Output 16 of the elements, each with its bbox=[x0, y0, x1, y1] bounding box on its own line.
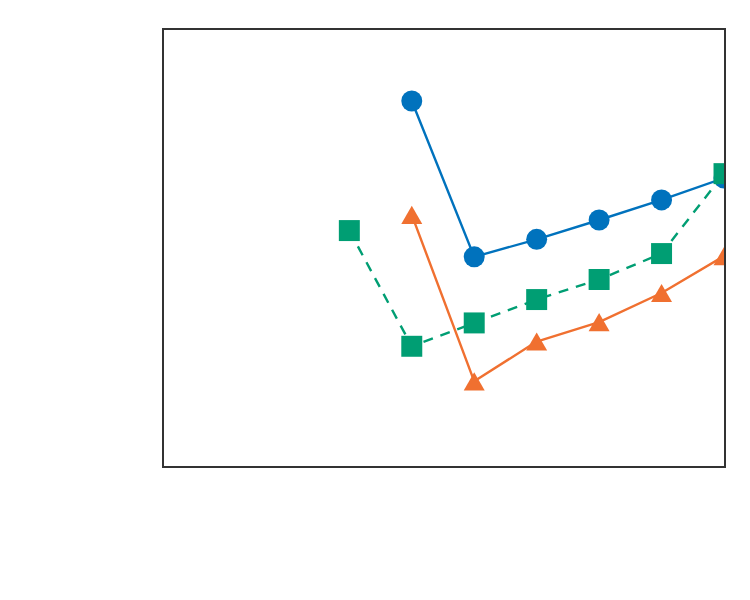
point bbox=[401, 335, 423, 357]
point bbox=[526, 228, 548, 250]
point bbox=[588, 269, 610, 290]
point bbox=[463, 246, 485, 268]
point bbox=[651, 189, 673, 211]
point bbox=[651, 283, 673, 303]
point bbox=[401, 205, 423, 224]
point bbox=[526, 289, 548, 311]
point bbox=[463, 312, 485, 334]
point bbox=[338, 220, 360, 242]
point bbox=[401, 90, 423, 112]
point bbox=[463, 372, 485, 391]
point bbox=[588, 313, 610, 332]
point bbox=[588, 209, 610, 231]
point bbox=[651, 243, 673, 265]
point bbox=[526, 332, 548, 351]
